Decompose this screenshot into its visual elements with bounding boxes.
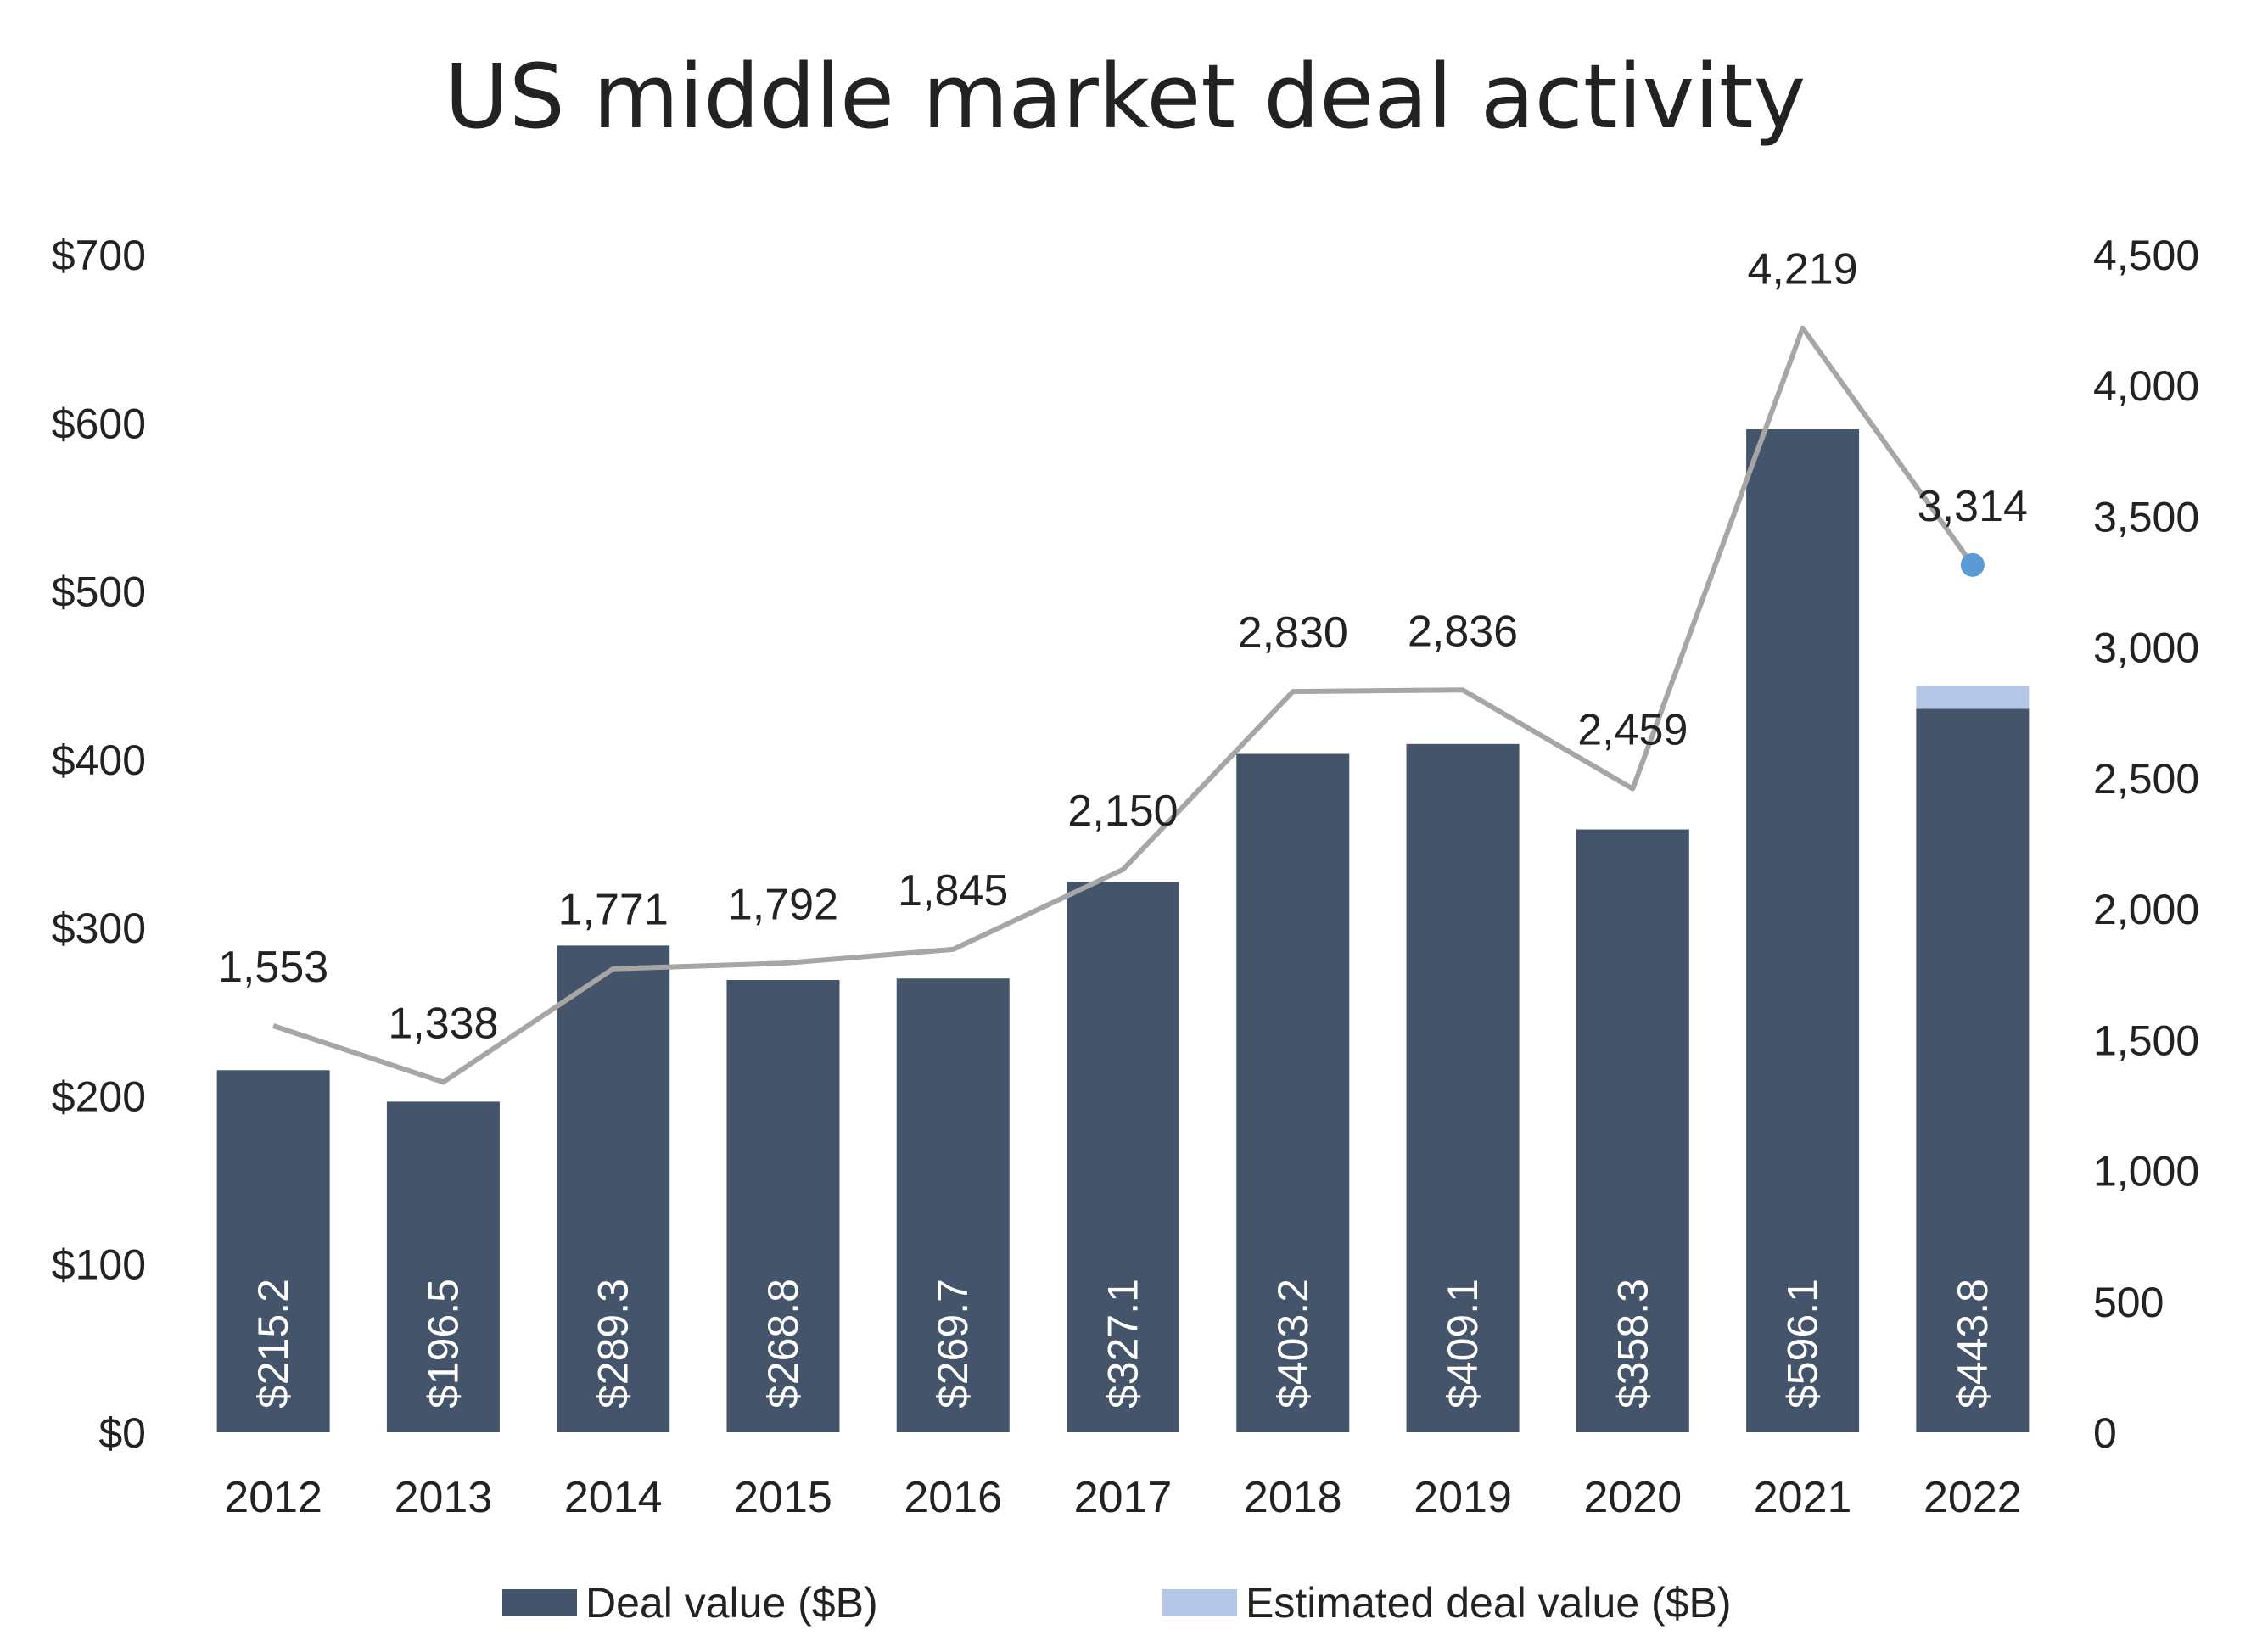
bar-value-label: $358.3 (1609, 1279, 1656, 1408)
y-right-tick-label: 1,500 (2093, 1016, 2199, 1064)
x-tick-label: 2015 (734, 1473, 832, 1522)
deal-count-label: 4,219 (1748, 245, 1858, 294)
bar-value-label: $327.1 (1100, 1279, 1147, 1408)
y-right-tick-label: 500 (2093, 1279, 2164, 1326)
x-tick-label: 2020 (1583, 1473, 1682, 1522)
deal-count-label: 1,553 (218, 943, 328, 992)
deal-count-label: 1,771 (558, 886, 669, 935)
bar-deal-value (1406, 743, 1520, 1432)
y-right-tick-label: 1,000 (2093, 1148, 2199, 1196)
y-right-tick-label: 2,500 (2093, 755, 2199, 803)
y-right-tick-label: 3,000 (2093, 624, 2199, 672)
x-tick-label: 2012 (224, 1473, 322, 1522)
y-right-tick-label: 3,500 (2093, 493, 2199, 540)
legend-swatch-estimated-deal-value (1162, 1589, 1237, 1616)
deal-count-label: 2,459 (1577, 706, 1688, 755)
deal-count-label: 1,338 (388, 999, 498, 1048)
x-tick-label: 2016 (904, 1473, 1002, 1522)
deal-count-label: 2,836 (1408, 607, 1518, 656)
y-left-tick-label: $500 (52, 568, 146, 616)
y-left-tick-label: $600 (52, 400, 146, 447)
bar-value-label: $409.1 (1439, 1279, 1487, 1408)
legend-swatch-deal-value (502, 1589, 577, 1616)
bar-deal-value (896, 978, 1010, 1432)
y-left-tick-label: $700 (52, 232, 146, 279)
bar-deal-value (1067, 882, 1179, 1432)
x-tick-label: 2021 (1754, 1473, 1852, 1522)
bar-value-label: $403.2 (1269, 1279, 1317, 1408)
bars: $215.2 $196.5 $289.3 $268.8 $269.7 $327.1 $403… (216, 429, 2030, 1433)
bar-value-label: $268.8 (759, 1279, 807, 1408)
x-axis: 2012 2013 2014 2015 2016 2017 2018 2019 2020 2021… (224, 1473, 2021, 1522)
y-left-tick-label: $400 (52, 736, 146, 784)
deal-count-label: 3,314 (1918, 482, 2028, 531)
bar-deal-value (1236, 753, 1350, 1432)
bar-deal-value (726, 980, 840, 1432)
bar-value-label: $596.1 (1779, 1279, 1827, 1408)
y-left-tick-label: $200 (52, 1072, 146, 1120)
bar-deal-value (1576, 829, 1689, 1432)
deal-count-label: 1,845 (898, 866, 1008, 916)
deal-count-label: 1,792 (728, 880, 838, 929)
y-right-tick-label: 0 (2093, 1409, 2117, 1457)
deal-count-marker (1960, 552, 1985, 577)
deal-count-line (272, 325, 1975, 1085)
x-tick-label: 2019 (1414, 1473, 1512, 1522)
bar-deal-value (1746, 429, 1860, 1433)
x-tick-label: 2017 (1074, 1473, 1173, 1522)
y-right-tick-label: 4,000 (2093, 362, 2199, 410)
bar-estimated-deal-value (1916, 686, 2030, 709)
x-tick-label: 2022 (1923, 1473, 2022, 1522)
bar-deal-value (216, 1070, 330, 1432)
legend-label-deal-value: Deal value ($B) (585, 1579, 878, 1627)
x-tick-label: 2014 (564, 1473, 663, 1522)
y-right-tick-label: 4,500 (2093, 232, 2199, 279)
bar-value-label: $289.3 (590, 1279, 637, 1408)
bar-deal-value (557, 945, 670, 1432)
y-left-axis: $0 $100 $200 $300 $400 $500 $600 $700 (52, 232, 146, 1457)
deal-count-label: 2,830 (1238, 608, 1348, 658)
x-tick-label: 2013 (395, 1473, 493, 1522)
chart-title: US middle market deal activity (445, 45, 1806, 148)
legend: Deal value ($B) Estimated deal value ($B… (502, 1579, 1732, 1627)
y-left-tick-label: $300 (52, 904, 146, 952)
legend-label-estimated-deal-value: Estimated deal value ($B) (1246, 1579, 1732, 1627)
bar-value-label: $196.5 (419, 1279, 467, 1408)
y-left-tick-label: $100 (52, 1241, 146, 1289)
bar-value-label: $269.7 (929, 1279, 977, 1408)
y-left-tick-label: $0 (98, 1409, 146, 1457)
deal-count-label: 2,150 (1067, 787, 1178, 836)
y-right-tick-label: 2,000 (2093, 886, 2199, 933)
bar-deal-value (386, 1101, 500, 1432)
bar-deal-value (1916, 708, 2030, 1432)
x-tick-label: 2018 (1244, 1473, 1342, 1522)
deal-count-line-layer: 1,553 1,338 1,771 1,792 1,845 2,150 2,830 2,836… (218, 245, 2028, 1085)
bar-value-label: $443.8 (1949, 1279, 1996, 1408)
bar-value-label: $215.2 (249, 1279, 297, 1408)
y-right-axis: 0 500 1,000 1,500 2,000 2,500 3,000 3,500 4,000 4… (2093, 232, 2199, 1457)
